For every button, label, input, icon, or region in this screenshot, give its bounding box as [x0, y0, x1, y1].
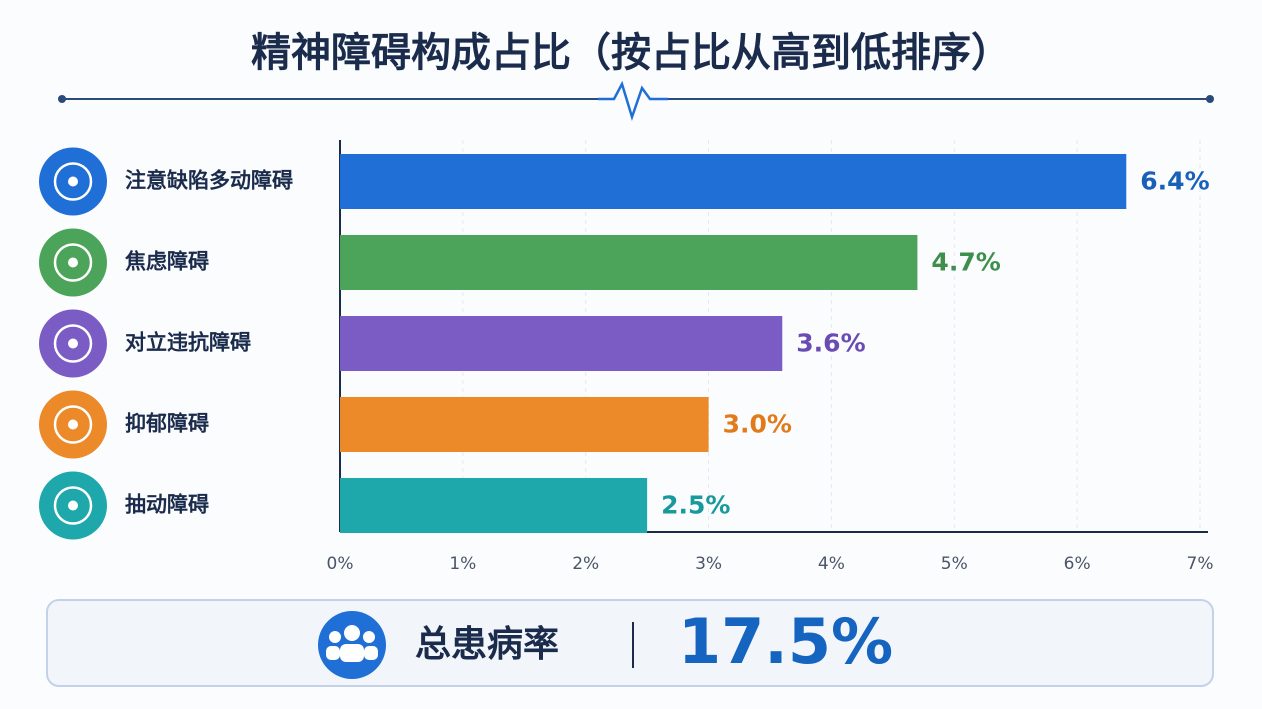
- icon-glyph: [53, 324, 93, 363]
- y-tick-label: 抽动障碍: [125, 493, 209, 517]
- icon-glyph-dot: [68, 176, 78, 187]
- category-icon: [39, 390, 107, 459]
- summary-label: 总患病率: [415, 624, 559, 665]
- value-label: 2.5%: [661, 491, 730, 520]
- summary-box: [46, 599, 1214, 687]
- y-tick-label: 注意缺陷多动障碍: [125, 169, 293, 193]
- value-label: 3.6%: [796, 329, 865, 358]
- chart-title: 精神障碍构成占比（按占比从高到低排序）: [251, 30, 1011, 76]
- y-tick-label: 焦虑障碍: [124, 250, 209, 274]
- x-tick-label: 7%: [1187, 554, 1214, 574]
- x-tick-label: 4%: [818, 554, 845, 574]
- category-icon: [39, 228, 107, 297]
- icon-glyph-dot: [68, 419, 78, 430]
- value-label: 6.4%: [1140, 167, 1209, 196]
- icon-glyph-dot: [68, 257, 78, 268]
- category-icon: [39, 147, 107, 216]
- x-tick-label: 6%: [1064, 554, 1091, 574]
- bar: [340, 235, 918, 290]
- bar: [340, 316, 783, 371]
- x-tick-label: 3%: [695, 554, 722, 574]
- summary-icon: [318, 611, 386, 679]
- value-label: 3.0%: [723, 410, 792, 439]
- y-tick-label: 对立违抗障碍: [125, 331, 251, 355]
- x-tick-label: 5%: [941, 554, 968, 574]
- icon-glyph: [53, 486, 93, 525]
- y-tick-label: 抑郁障碍: [125, 412, 209, 436]
- title-divider: [58, 80, 1214, 122]
- x-tick-label: 1%: [449, 554, 476, 574]
- icon-glyph: [53, 405, 93, 444]
- summary-value: 17.5%: [678, 605, 893, 678]
- x-tick-label: 2%: [572, 554, 599, 574]
- icon-glyph-dot: [68, 338, 78, 349]
- x-tick-label: 0%: [327, 554, 354, 574]
- icon-glyph: [53, 162, 93, 201]
- bar: [340, 478, 648, 533]
- bar: [340, 397, 709, 452]
- bar: [340, 154, 1127, 209]
- value-label: 4.7%: [931, 248, 1000, 277]
- icon-glyph: [53, 243, 93, 282]
- category-icon: [39, 471, 107, 540]
- category-icon: [39, 309, 107, 378]
- icon-glyph-dot: [68, 500, 78, 511]
